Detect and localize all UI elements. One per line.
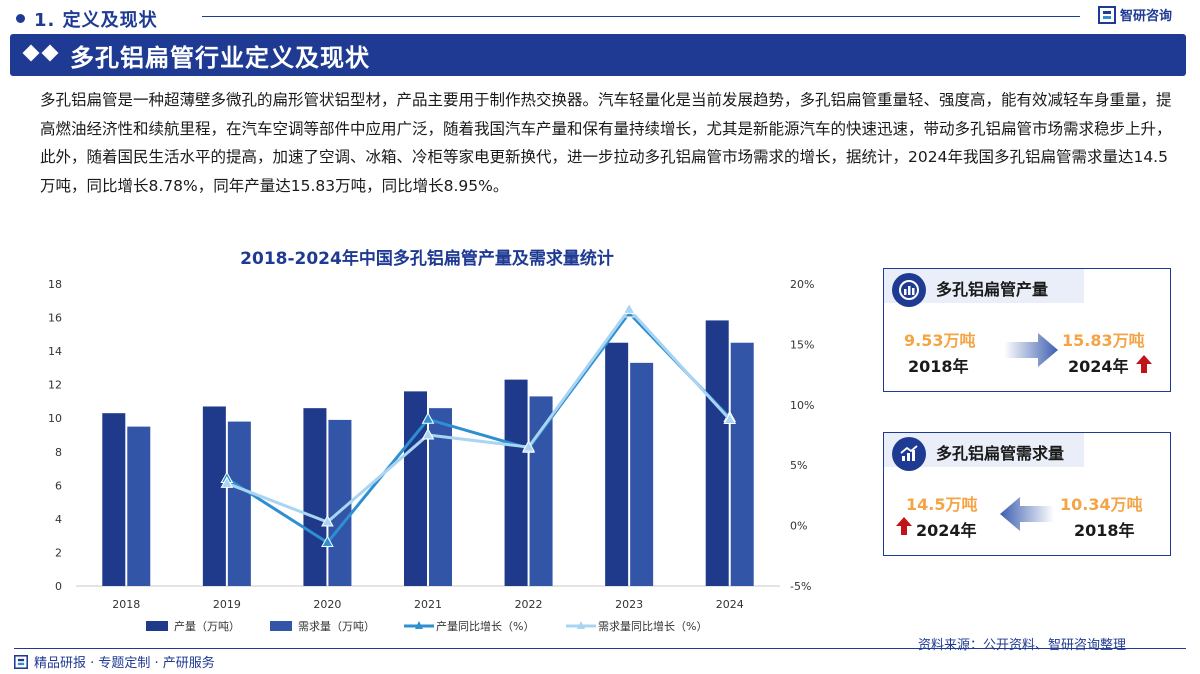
- y-right-tick-label: 10%: [790, 399, 814, 412]
- legend-label: 产量（万吨）: [174, 619, 240, 633]
- y-left-tick-label: 0: [55, 580, 62, 593]
- line-point-marker: [723, 412, 737, 425]
- bar-demand: [529, 396, 553, 586]
- y-left-tick-label: 18: [48, 278, 62, 291]
- bar-demand: [227, 421, 251, 586]
- demand-end-year: 2024年: [916, 521, 977, 540]
- x-tick-label: 2024: [716, 598, 744, 611]
- production-start-year: 2018年: [908, 357, 969, 376]
- header-divider: [202, 16, 1080, 17]
- bar-production: [303, 408, 327, 586]
- factory-icon: [892, 273, 926, 307]
- y-left-tick-label: 6: [55, 479, 62, 492]
- line-production-growth: [226, 310, 731, 545]
- y-left-tick-label: 4: [55, 513, 62, 526]
- bar-demand: [730, 342, 754, 586]
- chart: 0 2 4 6 8 10 12 14 16 18 -5% 0% 5% 10% 15% 20% 2018 2019 2…: [48, 278, 814, 633]
- y-right-tick-label: 5%: [790, 459, 807, 472]
- y-right-tick-label: -5%: [790, 580, 811, 593]
- demand-end-value: 14.5万吨: [906, 495, 978, 514]
- chart-title: 2018-2024年中国多孔铝扁管产量及需求量统计: [240, 249, 614, 269]
- x-tick-label: 2020: [313, 598, 341, 611]
- y-right-tick-label: 20%: [790, 278, 814, 291]
- footer-divider: [14, 648, 1186, 649]
- y-left-tick-label: 16: [48, 312, 62, 325]
- x-tick-label: 2022: [515, 598, 543, 611]
- line-point-marker: [321, 514, 334, 527]
- legend-label: 需求量（万吨）: [298, 620, 375, 633]
- legend-swatch: [270, 621, 292, 631]
- up-arrow-icon: [1136, 355, 1152, 373]
- x-tick-label: 2023: [615, 598, 643, 611]
- line-demand-growth: [226, 307, 731, 524]
- legend-marker: [577, 621, 585, 629]
- bar-demand: [630, 362, 654, 586]
- line-point-marker: [321, 535, 334, 548]
- up-arrow-icon: [896, 517, 912, 535]
- legend-marker: [415, 621, 423, 629]
- legend-label: 需求量同比增长（%）: [598, 619, 707, 633]
- y-left-tick-label: 10: [48, 412, 62, 425]
- brand-logo-icon: [14, 654, 28, 669]
- y-right-tick-label: 15%: [790, 338, 814, 351]
- demand-card-title: 多孔铝扁管需求量: [936, 444, 1065, 463]
- title-banner: [10, 34, 1186, 76]
- line-point-marker: [622, 302, 636, 314]
- line-point-marker: [220, 476, 234, 488]
- production-end-year: 2024年: [1068, 357, 1129, 376]
- production-card-title: 多孔铝扁管产量: [936, 280, 1049, 299]
- bar-production: [705, 320, 729, 586]
- bar-demand: [328, 419, 352, 586]
- footer: 精品研报 · 专题定制 · 产研服务: [14, 652, 215, 671]
- footer-text: 精品研报 · 专题定制 · 产研服务: [34, 656, 215, 671]
- demand-start-year: 2018年: [1074, 521, 1135, 540]
- production-card: 多孔铝扁管产量 9.53万吨 2018年 15.83万吨 2024年: [883, 268, 1171, 392]
- right-arrow-icon: [1004, 333, 1058, 367]
- line-point-marker: [421, 427, 435, 440]
- left-arrow-icon: [1000, 497, 1054, 531]
- line-point-marker: [522, 440, 535, 452]
- x-tick-label: 2021: [414, 598, 442, 611]
- bar-production: [504, 379, 528, 586]
- line-point-marker: [421, 412, 435, 424]
- brand-logo-icon: [1098, 5, 1116, 24]
- brand-logo: 智研咨询: [1098, 5, 1172, 24]
- demand-start-value: 10.34万吨: [1060, 495, 1143, 514]
- y-left-tick-label: 14: [48, 345, 62, 358]
- y-left-tick-label: 12: [48, 379, 62, 392]
- trend-chart-icon: [892, 437, 926, 471]
- production-start-value: 9.53万吨: [904, 331, 976, 350]
- bar-demand: [127, 426, 151, 586]
- y-right-tick-label: 0%: [790, 520, 807, 533]
- legend-label: 产量同比增长（%）: [436, 619, 534, 633]
- y-left-tick-label: 8: [55, 446, 62, 459]
- intro-paragraph: 多孔铝扁管是一种超薄壁多微孔的扁形管状铝型材，产品主要用于制作热交换器。汽车轻量…: [40, 91, 1172, 195]
- section-bullet: [16, 14, 25, 23]
- demand-card: 多孔铝扁管需求量 14.5万吨 2024年 10.34万吨 2018年: [883, 432, 1171, 556]
- bar-demand: [429, 408, 452, 586]
- y-left-tick-label: 2: [55, 546, 62, 559]
- bar-production: [202, 406, 226, 586]
- x-tick-label: 2018: [112, 598, 140, 611]
- section-title: 1. 定义及现状: [34, 10, 158, 31]
- bar-production: [605, 342, 629, 586]
- production-end-value: 15.83万吨: [1062, 331, 1145, 350]
- brand-name: 智研咨询: [1120, 9, 1173, 24]
- legend-swatch: [146, 621, 168, 631]
- x-tick-label: 2019: [213, 598, 241, 611]
- banner-diamond-icon: [22, 44, 59, 62]
- bar-production: [102, 413, 126, 586]
- page-title: 多孔铝扁管行业定义及现状: [70, 44, 370, 72]
- source-note: 资料来源：公开资料、智研咨询整理: [918, 638, 1127, 653]
